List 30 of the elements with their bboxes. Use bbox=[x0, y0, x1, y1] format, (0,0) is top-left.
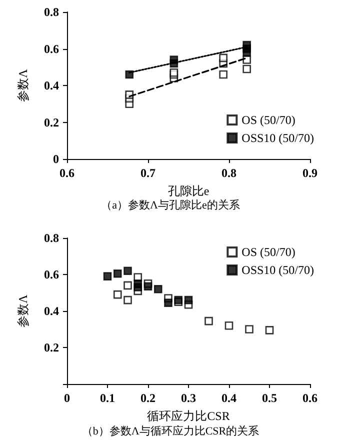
x-tick-label: 0.1 bbox=[100, 391, 115, 405]
y-tick-label: 0 bbox=[53, 152, 59, 166]
y-tick-label: 0.4 bbox=[44, 304, 59, 318]
x-tick-label: 0 bbox=[64, 391, 70, 405]
x-tick-label: 0.5 bbox=[262, 391, 277, 405]
x-tick-label: 0.8 bbox=[222, 166, 236, 180]
text: （a）参数Λ与孔隙比e的关系 bbox=[101, 198, 240, 212]
x-tick-label: 0.6 bbox=[60, 166, 74, 180]
legend-label: OS (50/70) bbox=[242, 245, 296, 259]
y-tick-label: 0.6 bbox=[44, 42, 59, 56]
x-tick-label: 0.6 bbox=[302, 391, 318, 405]
y-tick-label: 0.6 bbox=[44, 268, 59, 282]
x-axis-title: 循环应力比CSR bbox=[147, 409, 230, 423]
x-tick-label: 0.2 bbox=[140, 391, 156, 405]
y-tick-label: 0.8 bbox=[44, 5, 59, 19]
x-tick-label: 0.3 bbox=[181, 391, 196, 405]
legend-label: OS (50/70) bbox=[242, 113, 296, 127]
y-axis-title: 参数Λ bbox=[16, 294, 30, 328]
legend-label: OSS10 (50/70) bbox=[242, 263, 314, 277]
y-axis-title: 参数Λ bbox=[16, 68, 30, 102]
y-tick-label: 0.2 bbox=[44, 340, 59, 354]
y-tick-label: 0.2 bbox=[44, 115, 59, 130]
x-tick-label: 0.4 bbox=[222, 391, 236, 405]
legend-label: OSS10 (50/70) bbox=[242, 131, 314, 145]
text: （b）参数Λ与循环应力比CSR的关系 bbox=[82, 424, 260, 438]
x-tick-label: 0.7 bbox=[140, 166, 156, 180]
x-tick-label: 0.9 bbox=[302, 166, 318, 180]
y-tick-label: 0.4 bbox=[44, 78, 59, 92]
x-axis-title: 孔隙比e bbox=[168, 184, 210, 198]
y-tick-label: 0.8 bbox=[44, 231, 59, 245]
